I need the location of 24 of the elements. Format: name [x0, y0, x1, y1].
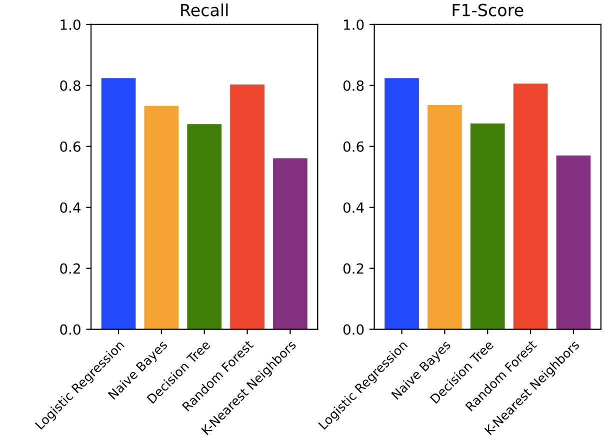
bar — [101, 78, 136, 330]
y-tick-label: 0.8 — [60, 80, 80, 91]
bar — [470, 124, 505, 330]
bar — [273, 158, 308, 330]
y-tick-label: 0.4 — [343, 202, 364, 213]
y-tick-label: 0.0 — [60, 324, 80, 335]
y-tick-label: 0.2 — [343, 263, 364, 274]
y-tick-label: 0.0 — [343, 324, 364, 335]
y-tick-label: 1.0 — [60, 19, 80, 30]
y-tick-label: 1.0 — [344, 19, 364, 30]
y-tick-label: 0.6 — [60, 141, 80, 152]
bar — [144, 106, 179, 330]
bar — [384, 78, 419, 330]
y-tick-label: 0.4 — [60, 202, 81, 213]
bar — [428, 104, 462, 330]
bar — [230, 84, 264, 330]
chart-title: F1-Score — [452, 4, 524, 16]
bar — [513, 84, 548, 330]
y-tick-label: 0.6 — [343, 141, 364, 152]
bar — [187, 124, 222, 330]
y-tick-label: 0.2 — [60, 263, 80, 274]
chart-title: Recall — [181, 3, 228, 16]
bar — [556, 156, 591, 330]
y-tick-label: 0.8 — [343, 80, 364, 91]
